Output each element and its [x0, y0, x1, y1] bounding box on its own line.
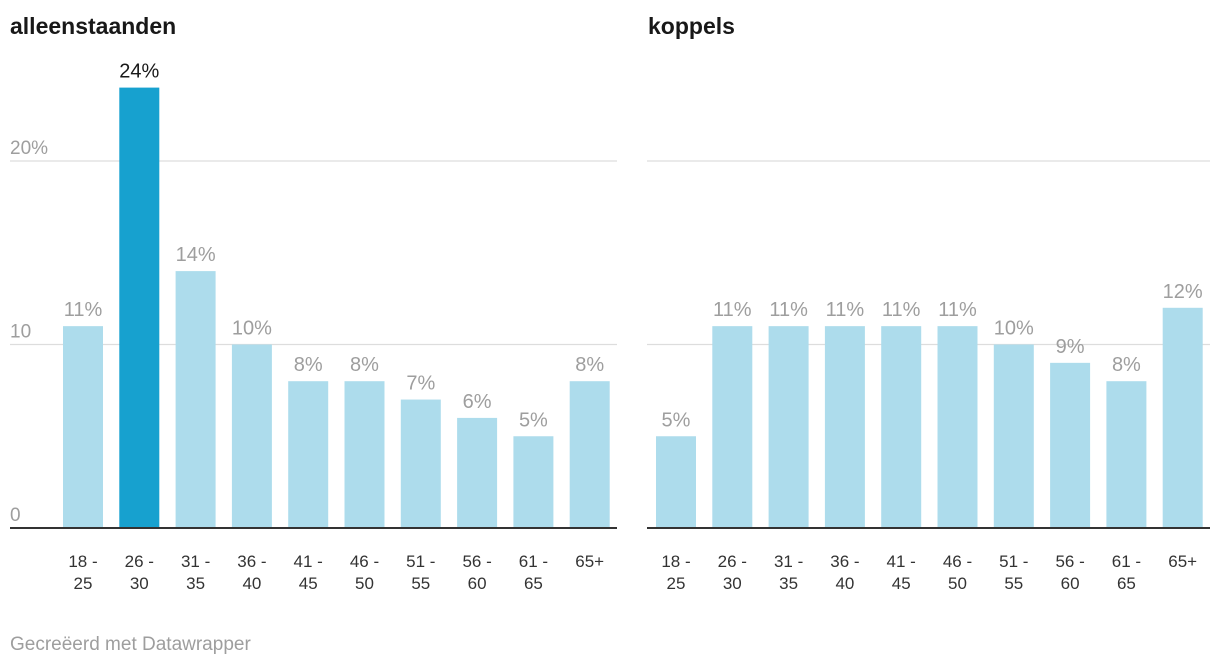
value-label: 5%: [662, 409, 691, 431]
bar[interactable]: [1106, 381, 1147, 528]
category-label: 61 -65: [519, 552, 548, 593]
category-label: 65+: [1168, 552, 1197, 571]
value-label: 24%: [119, 61, 159, 83]
y-tick-label: 10: [10, 322, 31, 343]
category-label: 41 -45: [294, 552, 323, 593]
panel-0: alleenstaanden 0 10 20% 11% 18 -25 24% 26 -30 14…: [10, 13, 617, 593]
value-label: 12%: [1163, 281, 1203, 303]
value-label: 9%: [1056, 336, 1085, 358]
value-label: 8%: [294, 354, 323, 376]
bar[interactable]: [768, 326, 809, 528]
category-label: 36 -40: [237, 552, 266, 593]
value-label: 10%: [994, 318, 1034, 340]
value-label: 11%: [64, 299, 103, 321]
category-label: 31 -35: [774, 552, 803, 593]
category-label: 56 -60: [1055, 552, 1084, 593]
category-label: 65+: [575, 552, 604, 571]
category-label: 61 -65: [1112, 552, 1141, 593]
category-label: 26 -30: [718, 552, 747, 593]
category-label: 51 -55: [999, 552, 1028, 593]
value-label: 10%: [232, 318, 272, 340]
bar[interactable]: [712, 326, 753, 528]
bar[interactable]: [231, 344, 272, 529]
value-label: 11%: [713, 299, 752, 321]
bar[interactable]: [288, 381, 329, 528]
bar[interactable]: [175, 271, 216, 528]
panel-title: koppels: [648, 13, 735, 39]
bar[interactable]: [513, 436, 554, 528]
bar[interactable]: [993, 344, 1034, 529]
panel-title: alleenstaanden: [10, 13, 176, 39]
category-label: 56 -60: [462, 552, 491, 593]
bar[interactable]: [881, 326, 922, 528]
value-label: 11%: [938, 299, 977, 321]
value-label: 11%: [882, 299, 921, 321]
category-label: 26 -30: [125, 552, 154, 593]
value-label: 8%: [1112, 354, 1141, 376]
value-label: 5%: [519, 409, 548, 431]
bar[interactable]: [400, 399, 441, 528]
category-label: 46 -50: [943, 552, 972, 593]
panel-1: koppels 5% 18 -25 11% 26 -30 11% 31 -35 11% 36 -…: [647, 13, 1210, 593]
value-label: 7%: [406, 373, 435, 395]
y-tick-label: 0: [10, 505, 21, 526]
value-label: 11%: [769, 299, 808, 321]
bar[interactable]: [457, 417, 498, 528]
category-label: 41 -45: [887, 552, 916, 593]
category-label: 51 -55: [406, 552, 435, 593]
value-label: 14%: [176, 244, 216, 266]
category-label: 18 -25: [661, 552, 690, 593]
value-label: 6%: [463, 391, 492, 413]
category-label: 31 -35: [181, 552, 210, 593]
category-label: 18 -25: [68, 552, 97, 593]
bar[interactable]: [569, 381, 610, 528]
bar[interactable]: [824, 326, 865, 528]
value-label: 11%: [826, 299, 865, 321]
bar[interactable]: [344, 381, 385, 528]
bar[interactable]: [937, 326, 978, 528]
category-label: 36 -40: [830, 552, 859, 593]
y-tick-label: 20%: [10, 138, 48, 159]
bar[interactable]: [656, 436, 696, 528]
value-label: 8%: [575, 354, 604, 376]
bar[interactable]: [119, 87, 160, 528]
value-label: 8%: [350, 354, 379, 376]
category-label: 46 -50: [350, 552, 379, 593]
bar[interactable]: [63, 326, 103, 528]
bar[interactable]: [1162, 307, 1203, 528]
footer-credit[interactable]: Gecreëerd met Datawrapper: [10, 634, 251, 655]
bar[interactable]: [1050, 362, 1091, 528]
